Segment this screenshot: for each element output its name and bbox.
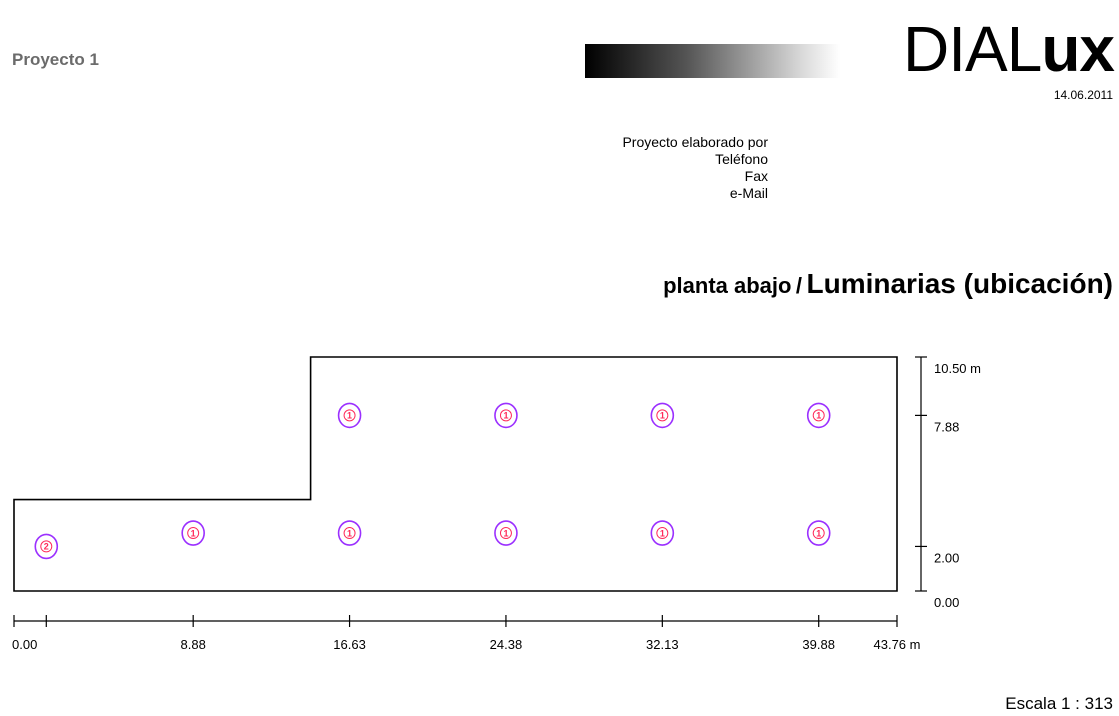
luminaire-label: 1 — [660, 528, 665, 538]
header-gradient-bar — [585, 44, 840, 78]
luminaire: 1 — [337, 520, 362, 546]
luminaire-label: 1 — [503, 411, 508, 421]
x-dimension-axis: 0.00 8.88 16.63 24.38 32.13 39.88 43.76 m — [12, 615, 920, 652]
luminaires-group: 2 1 1 1 1 1 1 1 1 1 — [34, 402, 831, 560]
scale-label: Escala 1 : 313 — [1005, 694, 1113, 713]
luminaire: 1 — [337, 402, 362, 429]
logo-bold-text: ux — [1041, 13, 1115, 85]
luminaire-circle — [337, 402, 362, 429]
report-date: 14.06.2011 — [1053, 88, 1113, 102]
plan-title-separator: / — [795, 273, 803, 298]
plan-title-floor: planta abajo — [663, 273, 792, 298]
luminaire-core — [343, 527, 356, 540]
dialux-logo: DIALux — [882, 13, 1115, 85]
luminaire-circle — [34, 533, 59, 560]
luminaire-core — [343, 409, 356, 422]
luminaire-circle — [181, 520, 205, 546]
contact-block: Proyecto elaborado por Teléfono Fax e-Ma… — [560, 134, 768, 202]
project-name: Proyecto 1 — [12, 50, 99, 69]
y-dimension-axis: 0.00 2.00 7.88 10.50 m — [915, 356, 981, 610]
luminaire-label: 1 — [347, 411, 352, 421]
x-tick-label: 43.76 m — [874, 637, 921, 652]
luminaire-label: 1 — [191, 528, 196, 538]
x-tick-label: 32.13 — [646, 637, 679, 652]
luminaire-circle — [806, 520, 831, 546]
phone-label: Teléfono — [715, 151, 768, 167]
luminaire: 1 — [806, 402, 831, 429]
luminaire-label: 1 — [816, 411, 821, 421]
email-label: e-Mail — [729, 185, 768, 201]
y-tick-label: 0.00 — [934, 595, 959, 610]
room-outline — [13, 356, 898, 592]
luminaire-circle — [494, 520, 518, 546]
y-tick-label: 2.00 — [934, 550, 959, 565]
logo-thin-text: DIAL — [903, 13, 1042, 85]
elaborated-by-label: Proyecto elaborado por — [622, 134, 768, 150]
luminaire-core — [499, 409, 512, 422]
luminaire-label: 1 — [660, 411, 665, 421]
x-tick-label: 24.38 — [490, 637, 523, 652]
luminaire-circle — [494, 402, 518, 429]
luminaire-label: 2 — [44, 542, 49, 552]
luminaire: 1 — [806, 520, 831, 546]
luminaire-circle — [650, 520, 675, 546]
luminaire-circle — [337, 520, 362, 546]
luminaire-core — [656, 527, 669, 540]
luminaire-core — [656, 409, 669, 422]
x-tick-label: 0.00 — [12, 637, 37, 652]
luminaire: 1 — [650, 402, 675, 429]
luminaire: 1 — [494, 520, 518, 546]
y-tick-label: 10.50 m — [934, 361, 981, 376]
x-tick-label: 8.88 — [181, 637, 206, 652]
luminaire-circle — [650, 402, 675, 429]
luminaire-label: 1 — [816, 528, 821, 538]
room-outline-group — [13, 356, 898, 592]
plan-title-main: Luminarias (ubicación) — [806, 268, 1114, 299]
fax-label: Fax — [744, 168, 768, 184]
x-tick-label: 16.63 — [333, 637, 366, 652]
x-tick-label: 39.88 — [802, 637, 835, 652]
luminaire-core — [812, 527, 825, 540]
luminaire-circle — [806, 402, 831, 429]
luminaire: 1 — [650, 520, 675, 546]
luminaire-core — [499, 527, 512, 540]
luminaire-label: 1 — [503, 528, 508, 538]
luminaire: 1 — [494, 402, 518, 429]
y-tick-label: 7.88 — [934, 419, 959, 434]
luminaire-core — [40, 540, 53, 553]
luminaire: 1 — [181, 520, 205, 546]
luminaire-core — [187, 527, 200, 540]
luminaire: 2 — [34, 533, 59, 560]
plan-title: planta abajo / Luminarias (ubicación) — [663, 268, 1113, 300]
luminaire-core — [812, 409, 825, 422]
luminaire-label: 1 — [347, 528, 352, 538]
